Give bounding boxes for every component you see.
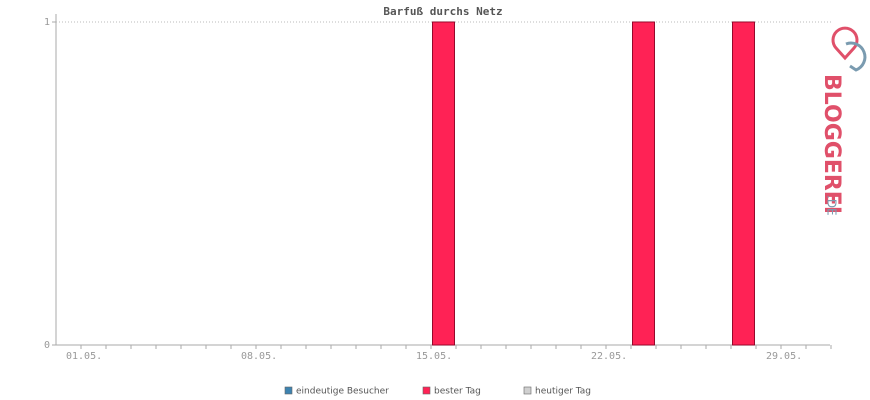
x-tick-label: 08.05.: [241, 351, 277, 362]
legend-label: bester Tag: [434, 387, 481, 397]
bar: [632, 21, 655, 346]
logo-icon: [831, 26, 859, 61]
x-tick-label: 22.05.: [591, 351, 627, 362]
chart-title: Barfuß durchs Netz: [383, 5, 502, 18]
legend-swatch: [284, 386, 293, 395]
y-tick-label: 1: [44, 17, 50, 28]
logo-icon: [845, 41, 867, 72]
legend-swatch: [523, 386, 532, 395]
logo-text: BLOGGEREI: [819, 74, 844, 214]
x-tick-label: 29.05.: [766, 351, 802, 362]
legend-swatch: [422, 386, 431, 395]
logo-suffix: .DE: [825, 195, 839, 216]
legend-label: eindeutige Besucher: [296, 387, 389, 397]
bar: [432, 21, 455, 346]
y-tick-label: 0: [44, 340, 50, 351]
bar: [732, 21, 755, 346]
x-tick-label: 15.05.: [416, 351, 452, 362]
x-tick-label: 01.05.: [66, 351, 102, 362]
logo: BLOGGEREI .DE: [819, 26, 867, 216]
legend-label: heutiger Tag: [535, 387, 591, 397]
